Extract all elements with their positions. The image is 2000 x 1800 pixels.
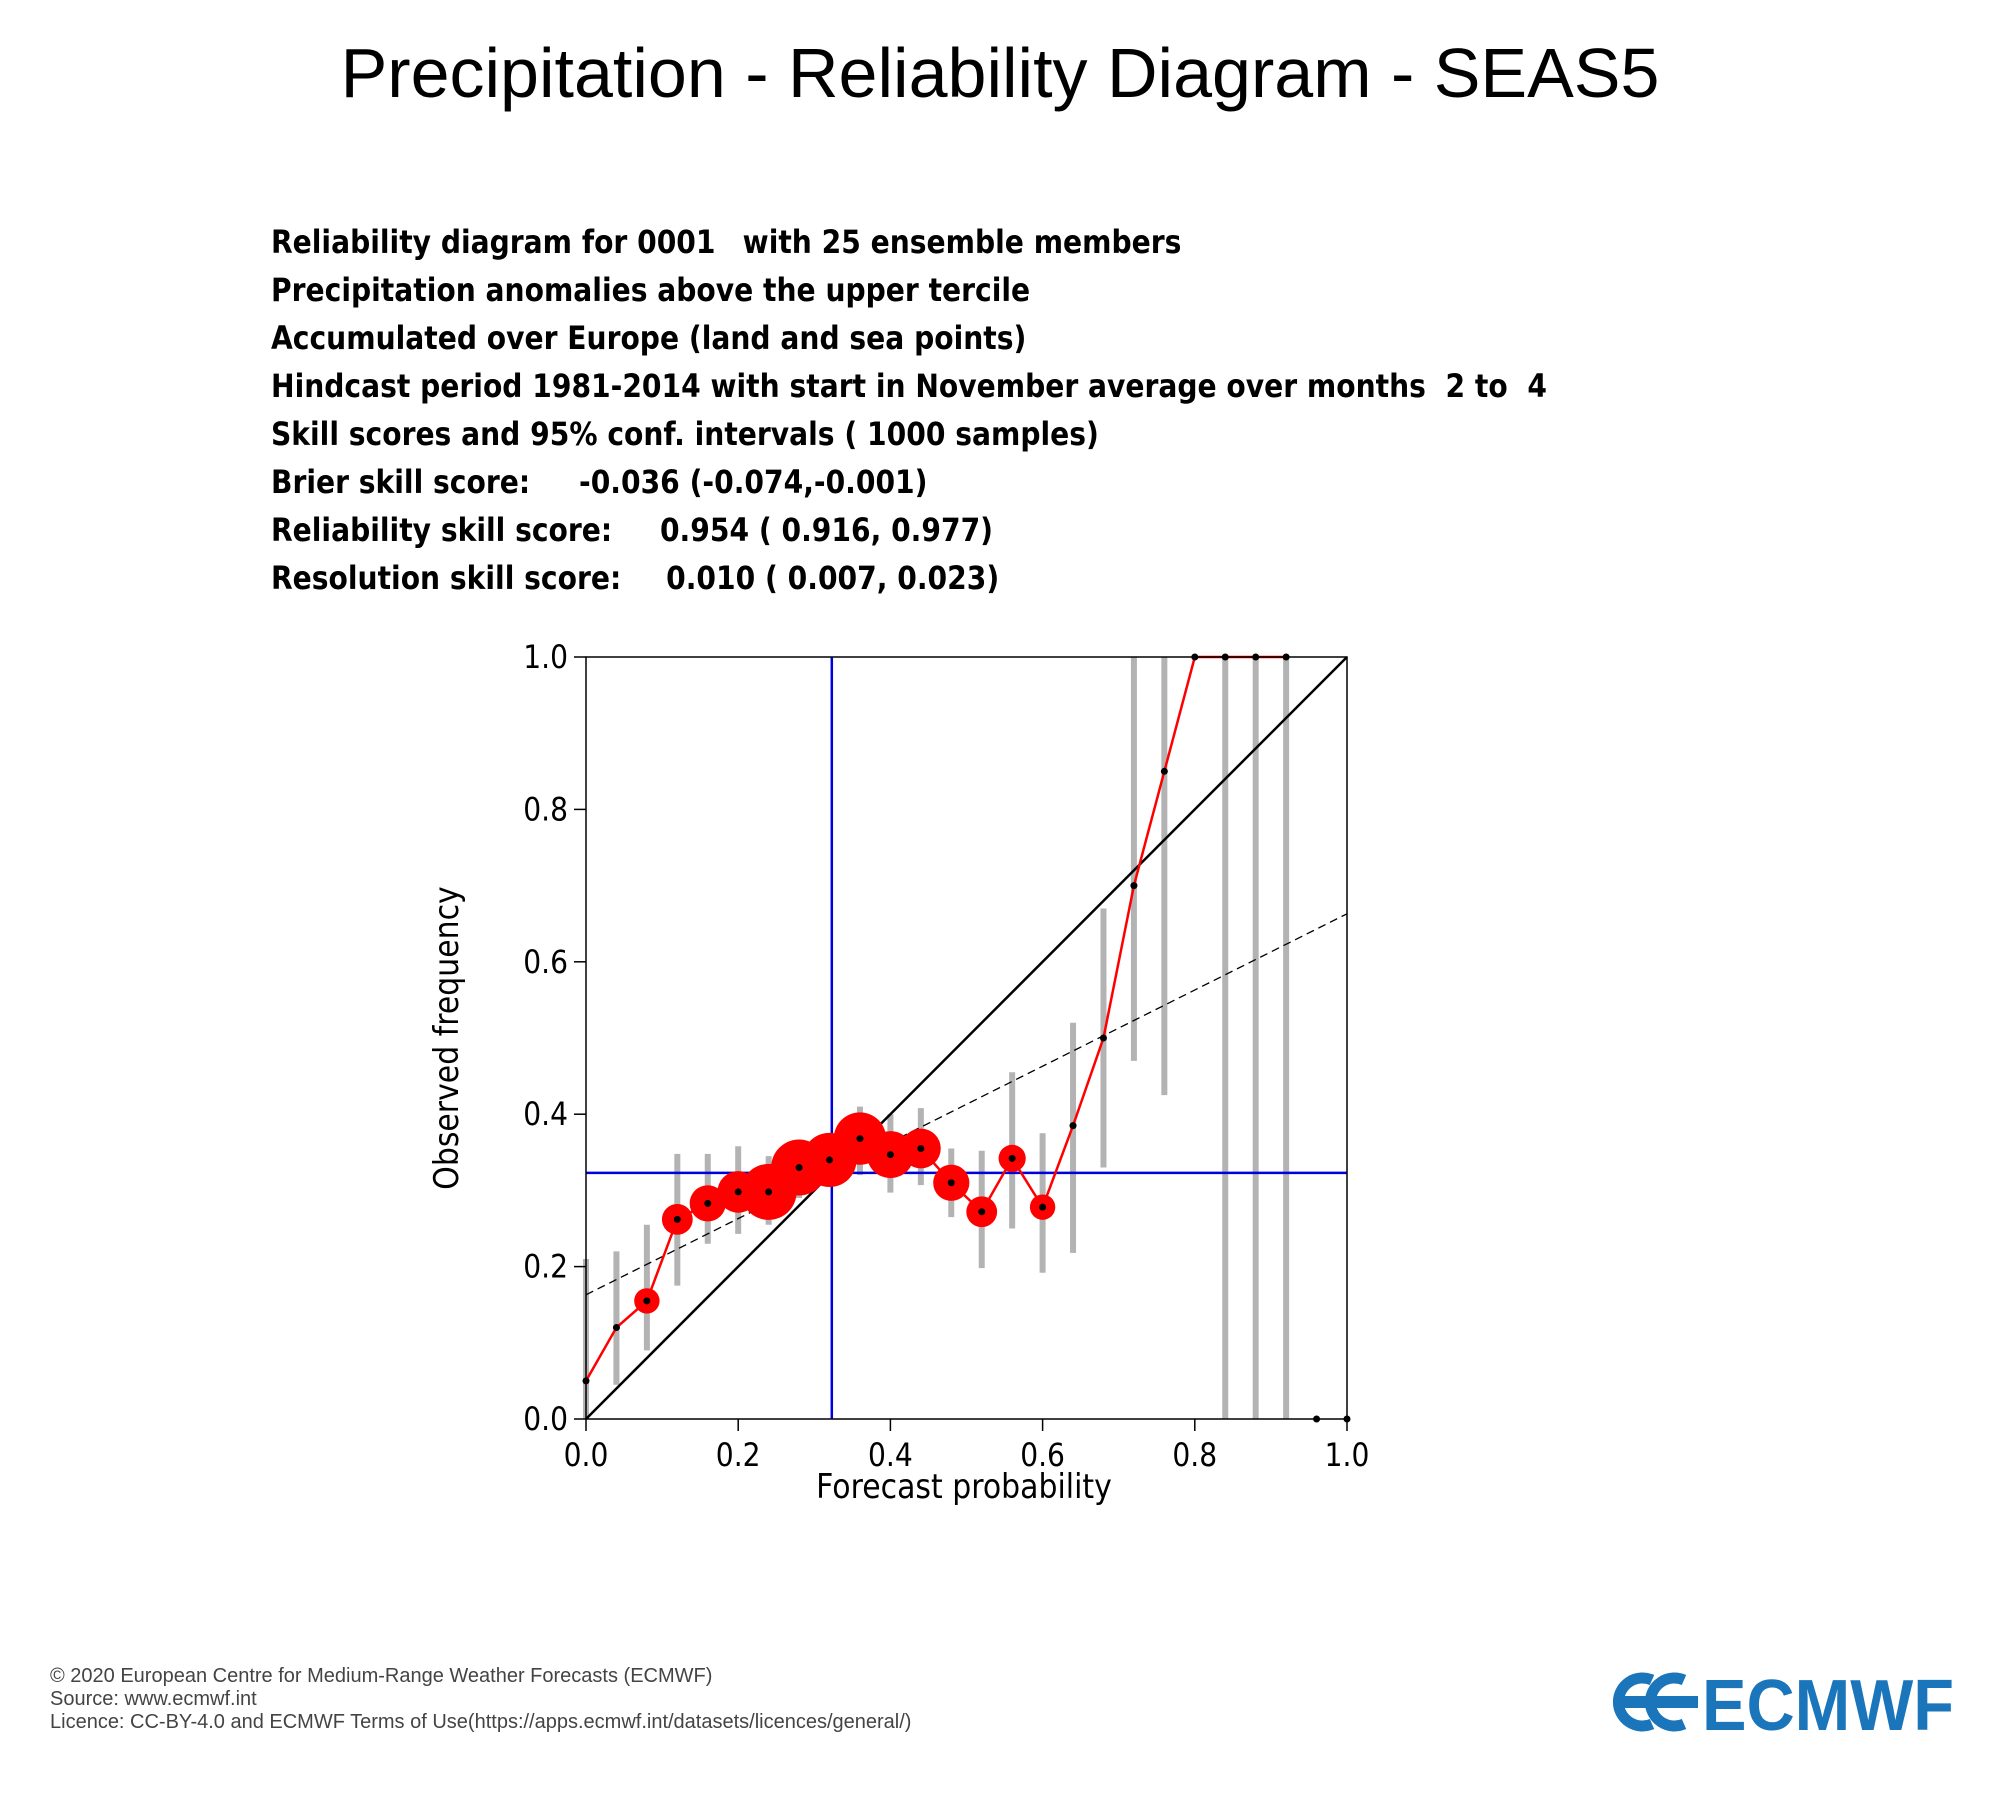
footer-copyright: © 2020 European Centre for Medium-Range … xyxy=(50,1665,713,1687)
info-line-3: Accumulated over Europe (land and sea po… xyxy=(271,314,1026,362)
info-line-6: Brier skill score: -0.036 (-0.074,-0.001… xyxy=(271,458,928,506)
data-point xyxy=(1008,1154,1016,1162)
x-tick-label: 1.0 xyxy=(1325,1437,1370,1474)
reliability-score-value: 0.954 ( 0.916, 0.977) xyxy=(659,511,994,549)
data-point xyxy=(978,1208,986,1216)
y-tick-label: 0.6 xyxy=(523,944,568,981)
resolution-score-label: Resolution skill score: xyxy=(271,559,622,597)
footer: © 2020 European Centre for Medium-Range … xyxy=(50,1665,911,1734)
info-line-1-a: Reliability diagram for 0001 xyxy=(271,223,716,261)
x-tick-label: 0.6 xyxy=(1020,1437,1065,1474)
data-point xyxy=(1160,767,1168,775)
data-point xyxy=(1069,1122,1077,1130)
ecmwf-logo-bar xyxy=(1618,1696,1698,1708)
info-line-7: Reliability skill score: 0.954 ( 0.916, … xyxy=(271,506,993,554)
data-point xyxy=(673,1215,681,1223)
ecmwf-logo: ECMWF xyxy=(1612,1668,1954,1736)
x-tick-label: 0.2 xyxy=(716,1437,761,1474)
data-point xyxy=(612,1324,620,1332)
data-point xyxy=(643,1297,651,1305)
y-tick-label: 0.4 xyxy=(523,1097,568,1134)
x-axis-label: Forecast probability xyxy=(816,1466,1112,1506)
plot-border xyxy=(585,656,1348,1420)
reliability-score-label: Reliability skill score: xyxy=(271,511,613,549)
ecmwf-logo-text: ECMWF xyxy=(1702,1668,1954,1736)
brier-score-label: Brier skill score: xyxy=(271,463,531,501)
y-tick-label: 0.0 xyxy=(523,1401,568,1438)
x-tick-label: 0.0 xyxy=(564,1437,609,1474)
footer-source: Source: www.ecmwf.int xyxy=(50,1688,257,1710)
data-point xyxy=(704,1199,712,1207)
y-tick-label: 0.2 xyxy=(523,1249,568,1286)
info-block: Reliability diagram for 0001 with 25 ens… xyxy=(271,218,1547,602)
data-point xyxy=(917,1144,925,1152)
y-axis-label: Observed frequency xyxy=(426,886,466,1189)
footer-licence: Licence: CC-BY-4.0 and ECMWF Terms of Us… xyxy=(50,1711,912,1733)
info-line-1: Reliability diagram for 0001 with 25 ens… xyxy=(271,218,1181,266)
info-line-8: Resolution skill score: 0.010 ( 0.007, 0… xyxy=(271,554,999,602)
x-tick-label: 0.4 xyxy=(868,1437,913,1474)
data-point xyxy=(1130,882,1138,890)
info-line-5-text: Skill scores and 95% conf. intervals ( 1… xyxy=(271,415,1099,453)
data-point xyxy=(826,1156,834,1164)
regression-fit-line xyxy=(585,913,1348,1296)
data-point xyxy=(734,1188,742,1196)
data-point xyxy=(947,1179,955,1187)
info-line-4-text: Hindcast period 1981-2014 with start in … xyxy=(271,367,1547,405)
info-line-1-b: with 25 ensemble members xyxy=(742,223,1182,261)
y-tick-label: 1.0 xyxy=(523,639,568,676)
data-point xyxy=(856,1135,864,1143)
x-tick-label: 0.8 xyxy=(1172,1437,1217,1474)
info-line-2-text: Precipitation anomalies above the upper … xyxy=(271,271,1031,309)
data-point xyxy=(1039,1203,1047,1211)
info-line-2: Precipitation anomalies above the upper … xyxy=(271,266,1030,314)
reliability-curve xyxy=(582,653,1351,1423)
info-line-5: Skill scores and 95% conf. intervals ( 1… xyxy=(271,410,1099,458)
info-line-4: Hindcast period 1981-2014 with start in … xyxy=(271,362,1547,410)
plot-frame xyxy=(585,656,1348,1420)
data-point xyxy=(1099,1034,1107,1042)
info-line-3-text: Accumulated over Europe (land and sea po… xyxy=(271,319,1027,357)
axes: Forecast probability Observed frequency … xyxy=(426,639,1369,1506)
brier-score-value: -0.036 (-0.074,-0.001) xyxy=(579,463,928,501)
y-tick-label: 0.8 xyxy=(523,792,568,829)
reference-lines xyxy=(585,656,1348,1420)
page-title: Precipitation - Reliability Diagram - SE… xyxy=(340,34,1660,112)
reliability-curve-line xyxy=(584,655,1287,1382)
perfect-reliability-diagonal xyxy=(585,656,1348,1420)
data-point xyxy=(795,1164,803,1172)
resolution-score-value: 0.010 ( 0.007, 0.023) xyxy=(666,559,1000,597)
data-point xyxy=(886,1151,894,1159)
data-point xyxy=(765,1188,773,1196)
confidence-bars xyxy=(583,657,1290,1419)
